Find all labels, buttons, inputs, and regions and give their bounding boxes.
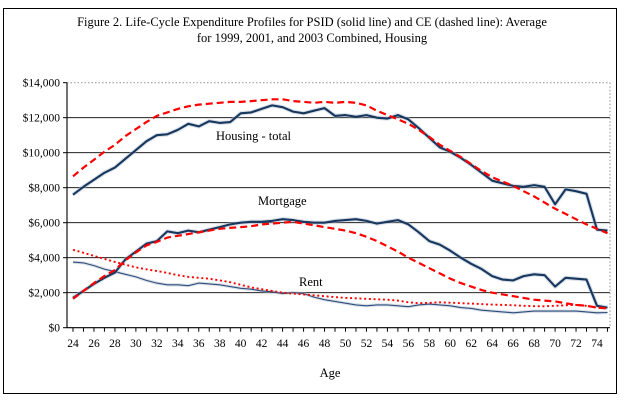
- x-tick-label: 40: [235, 338, 247, 350]
- figure-border: [3, 8, 617, 394]
- mortgage-psid-line: [72, 218, 608, 309]
- x-tick-label: 30: [130, 338, 142, 350]
- x-tick-label: 28: [109, 338, 121, 350]
- x-tick-label: 58: [424, 338, 436, 350]
- y-tick-label: $12,000: [23, 112, 61, 125]
- x-tick-label: 38: [214, 338, 226, 350]
- x-tick-label: 48: [319, 338, 331, 350]
- y-tick-label: $2,000: [28, 287, 60, 300]
- figure-title: Figure 2. Life-Cycle Expenditure Profile…: [0, 14, 624, 46]
- rent-psid-line-halo: [72, 260, 608, 315]
- x-tick-label: 52: [361, 338, 373, 350]
- x-tick-label: 44: [277, 338, 289, 350]
- x-tick-label: 42: [256, 338, 268, 350]
- y-tick-label: $8,000: [28, 182, 60, 195]
- y-tick-label: $10,000: [23, 147, 61, 160]
- x-tick-label: 50: [340, 338, 352, 350]
- mortgage-psid-line-halo: [71, 217, 608, 310]
- x-tick-label: 32: [151, 338, 163, 350]
- x-tick-label: 34: [172, 338, 184, 350]
- x-tick-label: 64: [486, 338, 498, 350]
- x-tick-label: 60: [445, 338, 457, 350]
- x-tick-label: 68: [528, 338, 540, 350]
- housing-total-psid-line-halo: [71, 103, 608, 233]
- x-tick-label: 74: [591, 338, 603, 350]
- x-tick-label: 56: [403, 338, 415, 350]
- y-tick-label: $14,000: [23, 77, 61, 90]
- x-axis-title: Age: [319, 366, 341, 380]
- x-tick-label: 54: [382, 338, 394, 350]
- y-tick-label: $6,000: [28, 217, 60, 230]
- x-tick-label: 66: [507, 338, 519, 350]
- x-tick-label: 70: [549, 338, 561, 350]
- rent-psid-line: [72, 261, 608, 314]
- x-tick-label: 72: [570, 338, 582, 350]
- x-tick-label: 36: [193, 338, 205, 350]
- y-tick-label: $0: [49, 322, 61, 335]
- figure-title-line2: for 1999, 2001, and 2003 Combined, Housi…: [196, 31, 428, 45]
- series-label-mortgage: Mortgage: [258, 194, 307, 208]
- x-tick-label: 46: [298, 338, 310, 350]
- x-tick-label: 62: [465, 338, 477, 350]
- housing-total-ce-line: [72, 98, 608, 235]
- x-tick-label: 26: [88, 338, 100, 350]
- mortgage-ce-line: [72, 220, 608, 310]
- figure-title-line1: Figure 2. Life-Cycle Expenditure Profile…: [77, 15, 547, 29]
- housing-total-psid-line: [72, 104, 608, 232]
- x-tick-label: 24: [67, 338, 79, 350]
- series-label-housing-total: Housing - total: [216, 129, 291, 143]
- y-tick-label: $4,000: [28, 252, 60, 265]
- series-label-rent: Rent: [299, 275, 323, 289]
